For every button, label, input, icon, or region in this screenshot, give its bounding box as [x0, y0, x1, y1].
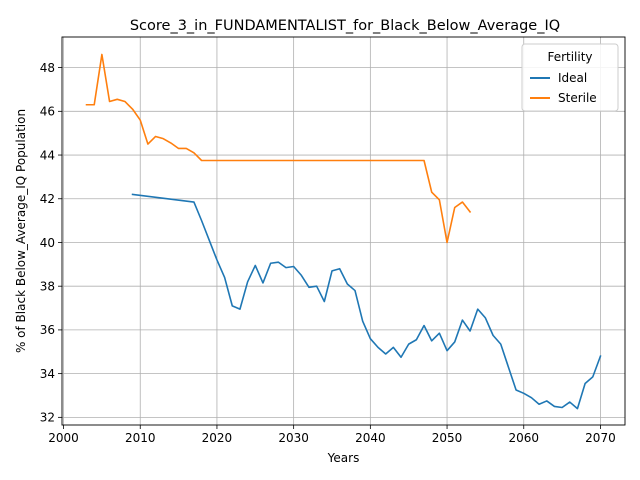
y-tick-label: 44 [40, 148, 55, 162]
y-axis-ticks: 32 34 36 38 40 42 44 46 48 [40, 61, 62, 425]
series-line-ideal [131, 193, 602, 410]
y-tick-label: 38 [40, 279, 55, 293]
y-tick-label: 48 [40, 61, 55, 75]
legend-label-sterile: Sterile [558, 91, 597, 105]
x-tick-label: 2000 [48, 431, 79, 445]
x-tick-label: 2020 [202, 431, 233, 445]
plot-frame [61, 36, 626, 426]
y-tick-label: 36 [40, 323, 55, 337]
legend-title: Fertility [547, 50, 592, 64]
legend: Fertility Ideal Sterile [521, 43, 619, 112]
y-tick-label: 32 [40, 411, 55, 425]
x-tick-label: 2040 [355, 431, 386, 445]
y-axis-label: % of Black Below_Average_IQ Population [14, 109, 28, 353]
y-tick-label: 34 [40, 367, 55, 381]
x-tick-label: 2050 [432, 431, 463, 445]
legend-label-ideal: Ideal [558, 71, 587, 85]
x-tick-label: 2070 [585, 431, 616, 445]
legend-box [521, 43, 619, 112]
x-tick-label: 2030 [278, 431, 309, 445]
y-tick-label: 42 [40, 192, 55, 206]
series-lines [85, 53, 602, 410]
x-tick-label: 2060 [508, 431, 539, 445]
series-line-sterile [85, 53, 472, 244]
y-tick-label: 40 [40, 236, 55, 250]
y-tick-label: 46 [40, 105, 55, 119]
x-axis-ticks: 2000 2010 2020 2030 2040 2050 2060 2070 [48, 425, 616, 445]
x-axis-label: Years [327, 451, 360, 465]
x-tick-label: 2010 [125, 431, 156, 445]
chart-title: Score_3_in_FUNDAMENTALIST_for_Black_Belo… [130, 18, 560, 34]
